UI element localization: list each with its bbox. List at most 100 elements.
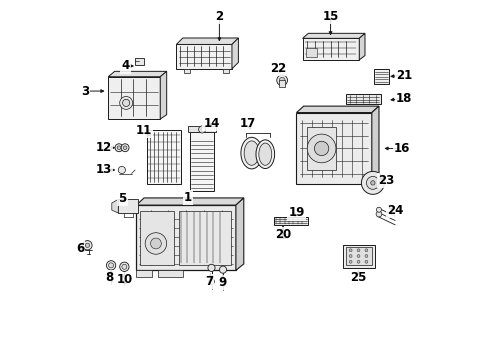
Text: 1: 1 (183, 192, 191, 204)
Text: 20: 20 (275, 228, 291, 241)
Polygon shape (188, 126, 216, 132)
Text: 11: 11 (135, 124, 151, 137)
Text: 17: 17 (240, 117, 256, 130)
Bar (345, 247, 371, 265)
Bar (190, 132, 214, 192)
Circle shape (122, 264, 126, 269)
Bar (306, 127, 335, 170)
Circle shape (198, 126, 205, 133)
Polygon shape (108, 71, 166, 77)
Circle shape (117, 146, 121, 149)
Circle shape (356, 255, 359, 257)
Circle shape (314, 141, 328, 156)
Circle shape (118, 166, 125, 174)
Circle shape (115, 144, 122, 152)
Polygon shape (235, 198, 244, 270)
Polygon shape (296, 106, 378, 113)
Bar (147, 130, 181, 184)
Circle shape (122, 99, 129, 107)
Circle shape (150, 238, 161, 249)
Text: 7: 7 (205, 275, 213, 288)
Ellipse shape (258, 143, 271, 165)
Bar (345, 94, 380, 104)
Text: 12: 12 (96, 141, 112, 154)
Text: 23: 23 (377, 174, 393, 187)
Circle shape (348, 255, 351, 257)
Bar (176, 44, 231, 69)
Polygon shape (223, 69, 229, 73)
Text: 22: 22 (269, 62, 285, 75)
Polygon shape (371, 106, 378, 184)
Ellipse shape (241, 137, 262, 169)
Text: 16: 16 (393, 142, 409, 155)
Polygon shape (136, 270, 152, 277)
Text: 5: 5 (118, 192, 126, 205)
Text: 25: 25 (349, 271, 366, 284)
Circle shape (82, 240, 92, 250)
Text: 13: 13 (96, 163, 112, 176)
Circle shape (220, 280, 225, 286)
Text: 8: 8 (104, 271, 113, 284)
Circle shape (120, 96, 132, 109)
Polygon shape (183, 69, 190, 73)
Text: 4: 4 (121, 59, 129, 72)
Polygon shape (108, 77, 160, 119)
Bar (343, 244, 374, 268)
Ellipse shape (244, 141, 259, 165)
Circle shape (364, 255, 367, 257)
Bar (273, 217, 307, 225)
Circle shape (375, 211, 381, 217)
Circle shape (306, 134, 335, 163)
Bar (279, 80, 285, 87)
Circle shape (364, 260, 367, 263)
Circle shape (145, 233, 166, 254)
Polygon shape (158, 270, 183, 277)
Text: 21: 21 (395, 69, 411, 82)
Circle shape (85, 243, 89, 247)
Bar (302, 39, 359, 60)
Circle shape (276, 75, 287, 86)
Polygon shape (296, 113, 371, 184)
Text: 2: 2 (215, 10, 223, 23)
Circle shape (364, 249, 367, 252)
Circle shape (356, 260, 359, 263)
Polygon shape (302, 33, 364, 39)
Text: 3: 3 (81, 85, 89, 98)
Text: 10: 10 (116, 273, 132, 286)
Circle shape (376, 207, 381, 212)
Bar (305, 48, 316, 57)
Circle shape (348, 249, 351, 252)
Circle shape (207, 264, 215, 271)
Bar (135, 58, 144, 64)
Polygon shape (136, 198, 244, 205)
Polygon shape (359, 33, 364, 60)
Polygon shape (118, 199, 138, 213)
Bar (179, 211, 231, 265)
Circle shape (219, 266, 226, 273)
Circle shape (348, 260, 351, 263)
Bar (373, 69, 388, 84)
Text: 6: 6 (76, 242, 84, 255)
Circle shape (120, 262, 129, 271)
Polygon shape (176, 38, 238, 44)
Bar (140, 211, 174, 265)
Text: 14: 14 (203, 117, 219, 130)
Ellipse shape (255, 140, 274, 168)
Circle shape (356, 249, 359, 252)
Polygon shape (160, 71, 166, 119)
Polygon shape (112, 199, 118, 213)
Circle shape (123, 146, 126, 149)
Text: 15: 15 (322, 10, 338, 23)
Circle shape (108, 263, 113, 268)
Text: 9: 9 (218, 276, 226, 289)
Circle shape (121, 144, 129, 152)
Text: 18: 18 (395, 92, 411, 105)
Text: 19: 19 (288, 207, 304, 220)
Circle shape (361, 171, 384, 194)
Circle shape (208, 279, 214, 284)
Circle shape (366, 176, 379, 189)
Circle shape (106, 261, 116, 270)
Polygon shape (231, 38, 238, 69)
Text: 24: 24 (386, 204, 403, 217)
Polygon shape (136, 205, 235, 270)
